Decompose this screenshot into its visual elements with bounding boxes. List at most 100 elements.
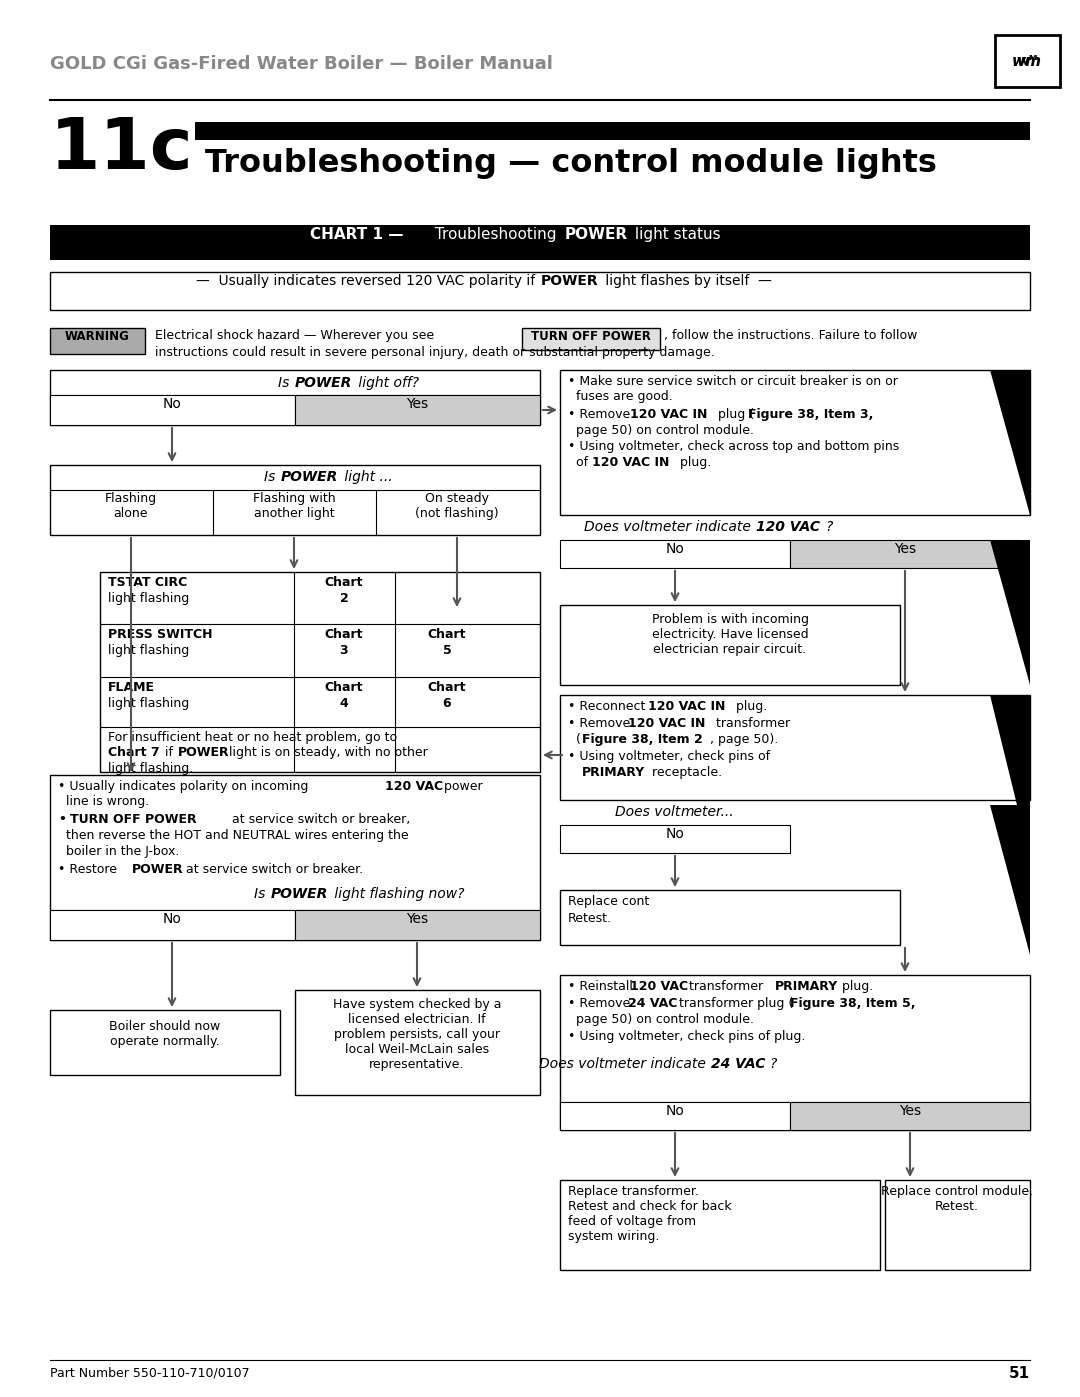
Text: then reverse the HOT and NEUTRAL wires entering the: then reverse the HOT and NEUTRAL wires e…	[58, 828, 408, 842]
Bar	[561, 975, 1030, 1130]
Text: 120 VAC: 120 VAC	[756, 520, 820, 534]
Text: Chart: Chart	[325, 576, 363, 590]
Text: 120 VAC: 120 VAC	[630, 981, 688, 993]
Text: POWER: POWER	[178, 746, 230, 759]
Bar	[50, 328, 145, 353]
Bar	[295, 909, 540, 940]
Text: light status: light status	[630, 226, 720, 242]
Text: light flashing now?: light flashing now?	[330, 887, 464, 901]
Text: transformer: transformer	[712, 717, 791, 731]
Bar	[561, 605, 900, 685]
Text: Yes: Yes	[894, 542, 916, 556]
Text: boiler in the J-box.: boiler in the J-box.	[58, 845, 179, 858]
Text: Chart: Chart	[325, 629, 363, 641]
Text: instructions could result in severe personal injury, death or substantial proper: instructions could result in severe pers…	[156, 346, 715, 359]
Text: meter...: meter...	[681, 805, 734, 819]
Text: Yes: Yes	[406, 397, 428, 411]
Text: Does voltmeter indicate: Does voltmeter indicate	[584, 520, 755, 534]
Text: page 50) on control module.: page 50) on control module.	[568, 1013, 754, 1025]
Bar	[561, 1180, 880, 1270]
Text: Figure 38, Item 3,: Figure 38, Item 3,	[748, 408, 874, 420]
Polygon shape	[990, 694, 1030, 858]
Text: light off?: light off?	[354, 376, 419, 390]
Text: Is: Is	[254, 887, 270, 901]
Text: Flashing
alone: Flashing alone	[105, 492, 157, 520]
Bar	[50, 272, 1030, 310]
Text: (: (	[568, 733, 581, 746]
Text: Troubleshooting: Troubleshooting	[430, 226, 562, 242]
Text: On steady
(not flashing): On steady (not flashing)	[415, 492, 499, 520]
Bar	[50, 370, 540, 425]
Text: Is: Is	[279, 376, 294, 390]
Text: 120 VAC IN: 120 VAC IN	[627, 717, 705, 731]
Text: •: •	[58, 813, 66, 826]
Text: light is on steady, with no other: light is on steady, with no other	[225, 746, 428, 759]
Text: TSTAT CIRC: TSTAT CIRC	[108, 576, 187, 590]
Text: Is: Is	[265, 469, 280, 483]
Text: 24 VAC: 24 VAC	[627, 997, 677, 1010]
Text: POWER: POWER	[565, 226, 629, 242]
Text: Chart 7: Chart 7	[108, 746, 160, 759]
Text: • Reinstall: • Reinstall	[568, 981, 637, 993]
Bar	[561, 694, 1030, 800]
Text: FLAME: FLAME	[108, 680, 156, 694]
Text: • Using voltmeter, check pins of plug.: • Using voltmeter, check pins of plug.	[568, 1030, 806, 1044]
Text: POWER: POWER	[541, 274, 598, 288]
Text: TURN OFF POWER: TURN OFF POWER	[70, 813, 197, 826]
Text: 5: 5	[443, 644, 451, 657]
Bar	[50, 1010, 280, 1076]
Text: Replace transformer.
Retest and check for back
feed of voltage from
system wirin: Replace transformer. Retest and check fo…	[568, 1185, 731, 1243]
Text: light ...: light ...	[340, 469, 393, 483]
Bar	[50, 225, 1030, 260]
Text: fuses are good.: fuses are good.	[568, 390, 673, 402]
Text: For insufficient heat or no heat problem, go to: For insufficient heat or no heat problem…	[108, 731, 397, 745]
Polygon shape	[990, 370, 1030, 515]
Text: light flashing: light flashing	[108, 697, 189, 710]
Text: Have system checked by a
licensed electrician. If
problem persists, call your
lo: Have system checked by a licensed electr…	[333, 997, 501, 1071]
Text: plug.: plug.	[732, 700, 767, 712]
Text: of: of	[568, 455, 592, 469]
Text: wᴹ: wᴹ	[1016, 54, 1038, 68]
Text: at service switch or breaker.: at service switch or breaker.	[183, 863, 363, 876]
Text: Electrical shock hazard — Wherever you see: Electrical shock hazard — Wherever you s…	[156, 330, 434, 342]
Text: • Using voltmeter, check across top and bottom pins: • Using voltmeter, check across top and …	[568, 440, 900, 453]
Text: Yes: Yes	[899, 1104, 921, 1118]
Bar	[789, 541, 1020, 569]
Text: line is wrong.: line is wrong.	[58, 795, 149, 807]
Bar	[885, 1180, 1030, 1270]
Text: 6: 6	[443, 697, 451, 710]
Text: PRESS SWITCH: PRESS SWITCH	[108, 629, 213, 641]
Text: No: No	[163, 912, 181, 926]
Text: Problem is with incoming
electricity. Have licensed
electrician repair circuit.: Problem is with incoming electricity. Ha…	[651, 613, 809, 657]
Bar	[295, 395, 540, 425]
Text: CHART 1 —: CHART 1 —	[310, 226, 404, 242]
Text: POWER: POWER	[271, 887, 328, 901]
Text: light flashing: light flashing	[108, 644, 189, 657]
Bar	[295, 990, 540, 1095]
Text: Figure 38, Item 5,: Figure 38, Item 5,	[789, 997, 916, 1010]
Text: page 50) on control module.: page 50) on control module.	[568, 425, 754, 437]
Text: plug (: plug (	[714, 408, 754, 420]
Text: Replace cont: Replace cont	[568, 895, 649, 908]
Text: 24 VAC: 24 VAC	[711, 1058, 766, 1071]
Text: WARNING: WARNING	[65, 330, 130, 344]
Text: TURN OFF POWER: TURN OFF POWER	[531, 330, 651, 344]
Text: Part Number 550-110-710/0107: Part Number 550-110-710/0107	[50, 1366, 249, 1379]
Text: Does voltmeter indicate: Does voltmeter indicate	[539, 1058, 710, 1071]
Text: 120 VAC IN: 120 VAC IN	[648, 700, 726, 712]
Bar	[50, 909, 295, 940]
Text: ?: ?	[769, 1058, 777, 1071]
Bar	[561, 370, 1030, 515]
Text: Replace control module.
Retest.: Replace control module. Retest.	[881, 1185, 1034, 1213]
Text: receptacle.: receptacle.	[648, 766, 723, 780]
Text: Figure 38, Item 2: Figure 38, Item 2	[582, 733, 703, 746]
Text: ?: ?	[825, 520, 833, 534]
Text: plug.: plug.	[838, 981, 874, 993]
Text: —  Usually indicates reversed 120 VAC polarity if: — Usually indicates reversed 120 VAC pol…	[197, 274, 540, 288]
Text: transformer: transformer	[685, 981, 767, 993]
Text: light flashing.: light flashing.	[108, 761, 193, 775]
Text: • Reconnect: • Reconnect	[568, 700, 649, 712]
Bar	[995, 35, 1059, 87]
Bar	[561, 1102, 789, 1130]
Text: No: No	[163, 397, 181, 411]
